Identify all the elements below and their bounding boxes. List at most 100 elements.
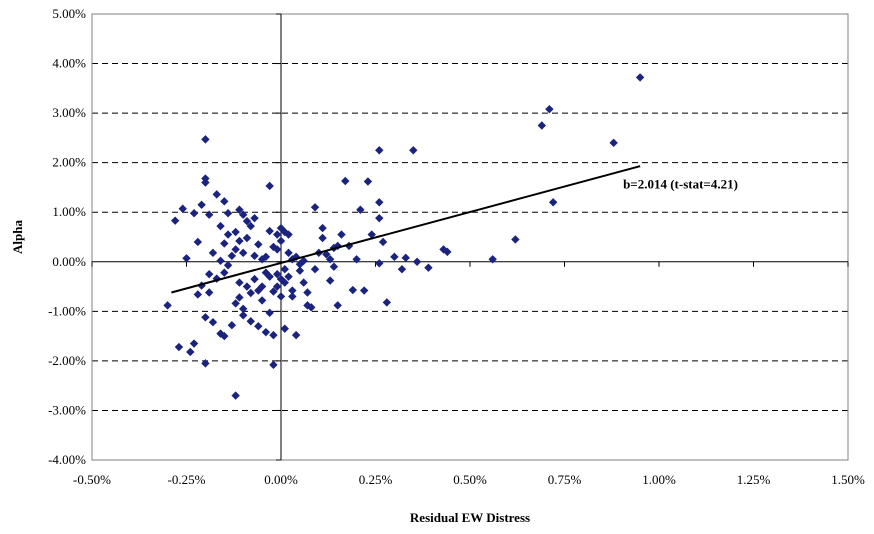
data-point [318, 223, 327, 233]
data-point [409, 146, 418, 155]
y-tick-label: 2.00% [52, 155, 86, 170]
x-tick-label: 0.25% [359, 472, 393, 487]
data-point [390, 252, 399, 262]
data-point [223, 261, 233, 270]
data-point [284, 230, 293, 239]
data-point [163, 301, 172, 310]
data-point [208, 318, 218, 327]
data-point [201, 135, 210, 144]
data-points [163, 73, 645, 400]
data-point [359, 286, 369, 295]
data-point [250, 251, 259, 261]
data-point [265, 226, 274, 236]
data-point [318, 233, 327, 243]
data-point [227, 251, 237, 261]
data-point [295, 266, 305, 275]
data-point [193, 237, 203, 247]
data-point [189, 339, 199, 348]
data-point [220, 197, 229, 206]
data-point [280, 265, 289, 274]
gridlines [92, 63, 848, 411]
data-point [257, 296, 267, 305]
data-point [186, 347, 195, 357]
regression-line [171, 165, 641, 294]
x-tick-label: 1.50% [831, 472, 865, 487]
data-point [488, 255, 497, 264]
data-point [223, 230, 233, 239]
data-point [329, 262, 339, 271]
data-point [242, 233, 252, 243]
data-point [261, 252, 271, 262]
data-point [367, 230, 376, 239]
data-point [254, 240, 263, 249]
data-point [356, 205, 365, 214]
data-point [363, 177, 373, 186]
data-point [325, 276, 335, 285]
data-point [310, 265, 320, 274]
data-point [246, 221, 255, 231]
data-point [341, 176, 350, 186]
data-point [193, 290, 203, 299]
data-point [204, 210, 214, 219]
data-point [284, 248, 293, 258]
zero-axes [91, 13, 849, 461]
data-point [307, 303, 316, 312]
data-point [220, 268, 229, 277]
data-point [265, 272, 274, 281]
data-point [189, 209, 199, 218]
data-point [239, 311, 248, 320]
data-point [375, 198, 384, 207]
data-point [170, 216, 180, 225]
data-point [299, 256, 308, 265]
data-point [254, 322, 263, 331]
data-point [208, 248, 218, 258]
data-point [216, 221, 225, 231]
data-point [424, 263, 433, 272]
y-tick-label: -4.00% [48, 452, 86, 467]
data-point [216, 256, 225, 265]
data-point [269, 330, 278, 340]
data-point [375, 259, 384, 268]
data-point [235, 278, 244, 287]
x-tick-label: 0.50% [453, 472, 487, 487]
data-point [378, 237, 388, 247]
data-point [291, 330, 301, 340]
data-point [325, 255, 335, 264]
data-point [273, 230, 282, 239]
data-point [333, 301, 342, 310]
data-point [223, 209, 233, 218]
y-tick-label: 4.00% [52, 56, 86, 71]
data-point [239, 304, 248, 314]
data-point [242, 282, 252, 291]
data-point [201, 313, 210, 322]
data-point [273, 269, 282, 279]
data-point [178, 204, 187, 213]
data-point [269, 287, 278, 296]
data-point [635, 73, 645, 82]
data-point [303, 288, 312, 297]
data-point [231, 391, 240, 400]
data-point [273, 282, 282, 291]
data-point [261, 327, 271, 337]
data-point [548, 198, 558, 207]
data-point [239, 210, 248, 219]
data-point [545, 104, 554, 114]
data-point [537, 121, 547, 130]
x-tick-label: 1.00% [642, 472, 676, 487]
y-tick-label: 5.00% [52, 6, 86, 21]
x-tick-label: 0.75% [548, 472, 582, 487]
plot-area-frame [91, 13, 849, 461]
data-point [231, 299, 240, 308]
data-point [220, 239, 229, 248]
data-point [443, 247, 452, 257]
data-point [280, 324, 289, 333]
data-point [382, 298, 392, 307]
data-point [220, 331, 229, 341]
data-point [276, 292, 286, 301]
data-point [174, 342, 184, 352]
data-point [265, 181, 274, 191]
data-point [250, 274, 259, 284]
data-point [227, 321, 237, 330]
data-point [348, 285, 358, 295]
